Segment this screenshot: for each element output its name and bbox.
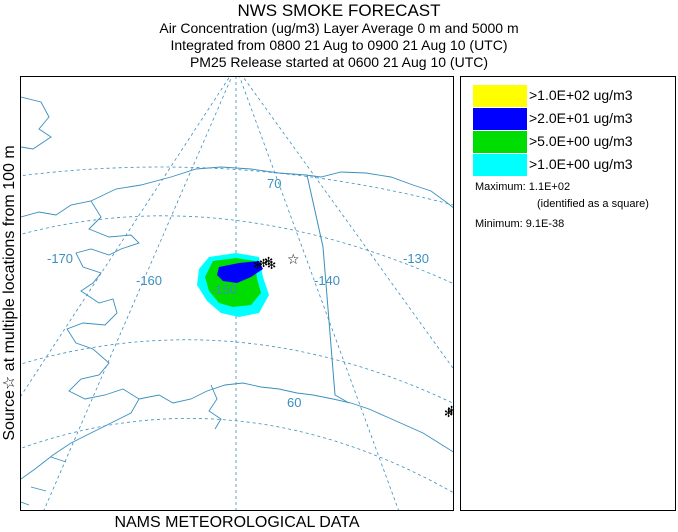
plume-level-3 — [217, 261, 263, 283]
legend-label: >2.0E+01 ug/m3 — [529, 110, 633, 126]
legend-swatch — [473, 131, 527, 153]
lon-label-130: -130 — [403, 251, 429, 266]
legend-item-4: >1.0E+00 ug/m3 — [473, 154, 673, 176]
lat-line-75 — [21, 166, 453, 206]
lon-label-150: -150 — [211, 282, 237, 297]
lon-label-160: -160 — [136, 273, 162, 288]
lon-label-140: -140 — [314, 273, 340, 288]
lon-line-140 — [239, 77, 399, 510]
legend-swatch — [473, 85, 527, 107]
star-icon: ✻ — [259, 258, 268, 270]
subtitle-integration: Integrated from 0800 21 Aug to 0900 21 A… — [170, 37, 508, 53]
lat-line-60 — [21, 417, 453, 493]
legend-maximum: Maximum: 1.1E+02 — [475, 181, 571, 193]
lon-line-130 — [242, 77, 453, 369]
star-icon: ✻ — [253, 260, 262, 272]
star-icon: ☆ — [287, 251, 300, 267]
west-coast — [21, 200, 140, 480]
legend-label: >5.0E+00 ug/m3 — [529, 133, 633, 149]
lon-label-170: -170 — [47, 251, 73, 266]
legend-item-2: >2.0E+01 ug/m3 — [473, 108, 673, 130]
latitude-grid — [21, 166, 453, 493]
legend-item-1: >1.0E+02 ug/m3 — [473, 85, 673, 107]
lat-line-65 — [21, 339, 453, 404]
subtitle-release: PM25 Release started at 0600 21 Aug 10 (… — [189, 54, 489, 70]
subtitle-concentration: Air Concentration (ug/m3) Layer Average … — [159, 20, 519, 36]
alaska-canada-border — [306, 174, 350, 404]
map-canvas: ✻ ✻ ✻ ✻ ✻ ✻ ☆ -170 -160 -150 -140 -130 7… — [21, 77, 454, 510]
legend-panel: >1.0E+02 ug/m3 >2.0E+01 ug/m3 >5.0E+00 u… — [460, 76, 676, 511]
fire-sources: ✻ ✻ ✻ ✻ ✻ ✻ — [253, 256, 454, 420]
lon-line-160 — [43, 77, 233, 510]
star-icon: ✻ — [264, 256, 273, 268]
star-icon: ✻ — [444, 408, 453, 420]
legend-label: >1.0E+02 ug/m3 — [529, 87, 633, 103]
south-coast — [138, 382, 453, 453]
coastline — [21, 96, 453, 506]
kenai-coast — [208, 384, 222, 430]
legend-swatch — [473, 154, 527, 176]
chukotka-coast — [21, 96, 52, 150]
lat-line-70 — [21, 215, 453, 284]
arctic-coast — [21, 166, 453, 218]
legend-maximum-note: (identified as a square) — [537, 198, 649, 210]
smoke-plume — [197, 253, 269, 317]
source-side-label: Source☆ at multiple locations from 100 m — [1, 145, 18, 441]
footer-data-source: NAMS METEOROLOGICAL DATA — [114, 514, 360, 531]
legend-label: >1.0E+00 ug/m3 — [529, 156, 633, 172]
smoke-forecast-map[interactable]: ✻ ✻ ✻ ✻ ✻ ✻ ☆ -170 -160 -150 -140 -130 7… — [20, 76, 454, 511]
lat-label-70: 70 — [267, 176, 281, 191]
side-label-container: Source☆ at multiple locations from 100 m — [0, 76, 18, 511]
legend-minimum: Minimum: 9.1E-38 — [475, 218, 565, 230]
aleutian-islands — [21, 456, 67, 506]
legend-swatch — [473, 108, 527, 130]
legend-item-3: >5.0E+00 ug/m3 — [473, 131, 673, 153]
page-title: NWS SMOKE FORECAST — [237, 1, 441, 20]
star-icon: ✻ — [447, 405, 454, 417]
star-icon: ✻ — [267, 260, 276, 272]
lat-label-60: 60 — [287, 395, 301, 410]
